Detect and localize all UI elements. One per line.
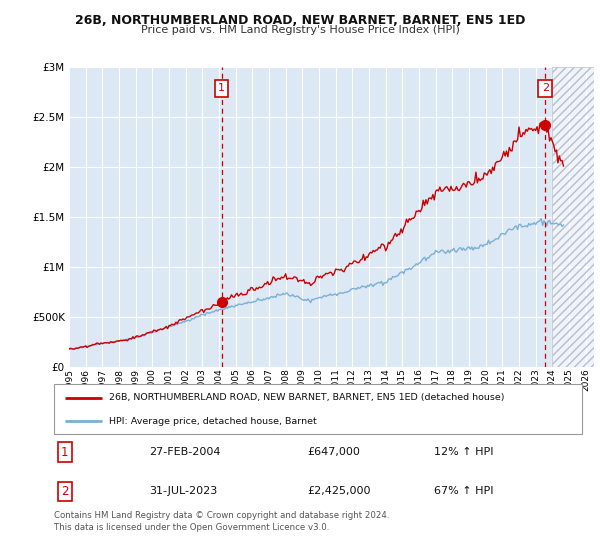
Text: 31-JUL-2023: 31-JUL-2023	[149, 487, 217, 496]
Text: Contains HM Land Registry data © Crown copyright and database right 2024.
This d: Contains HM Land Registry data © Crown c…	[54, 511, 389, 531]
Text: 1: 1	[61, 446, 68, 459]
Text: 12% ↑ HPI: 12% ↑ HPI	[434, 447, 494, 457]
Text: 67% ↑ HPI: 67% ↑ HPI	[434, 487, 494, 496]
Text: £647,000: £647,000	[307, 447, 361, 457]
Text: 26B, NORTHUMBERLAND ROAD, NEW BARNET, BARNET, EN5 1ED (detached house): 26B, NORTHUMBERLAND ROAD, NEW BARNET, BA…	[109, 393, 505, 402]
Text: 2: 2	[542, 83, 549, 93]
Text: 2: 2	[61, 485, 68, 498]
Text: HPI: Average price, detached house, Barnet: HPI: Average price, detached house, Barn…	[109, 417, 317, 426]
FancyBboxPatch shape	[54, 384, 582, 434]
Text: 27-FEB-2004: 27-FEB-2004	[149, 447, 221, 457]
Text: 26B, NORTHUMBERLAND ROAD, NEW BARNET, BARNET, EN5 1ED: 26B, NORTHUMBERLAND ROAD, NEW BARNET, BA…	[75, 14, 525, 27]
Text: Price paid vs. HM Land Registry's House Price Index (HPI): Price paid vs. HM Land Registry's House …	[140, 25, 460, 35]
Text: 1: 1	[218, 83, 225, 93]
Text: £2,425,000: £2,425,000	[307, 487, 371, 496]
